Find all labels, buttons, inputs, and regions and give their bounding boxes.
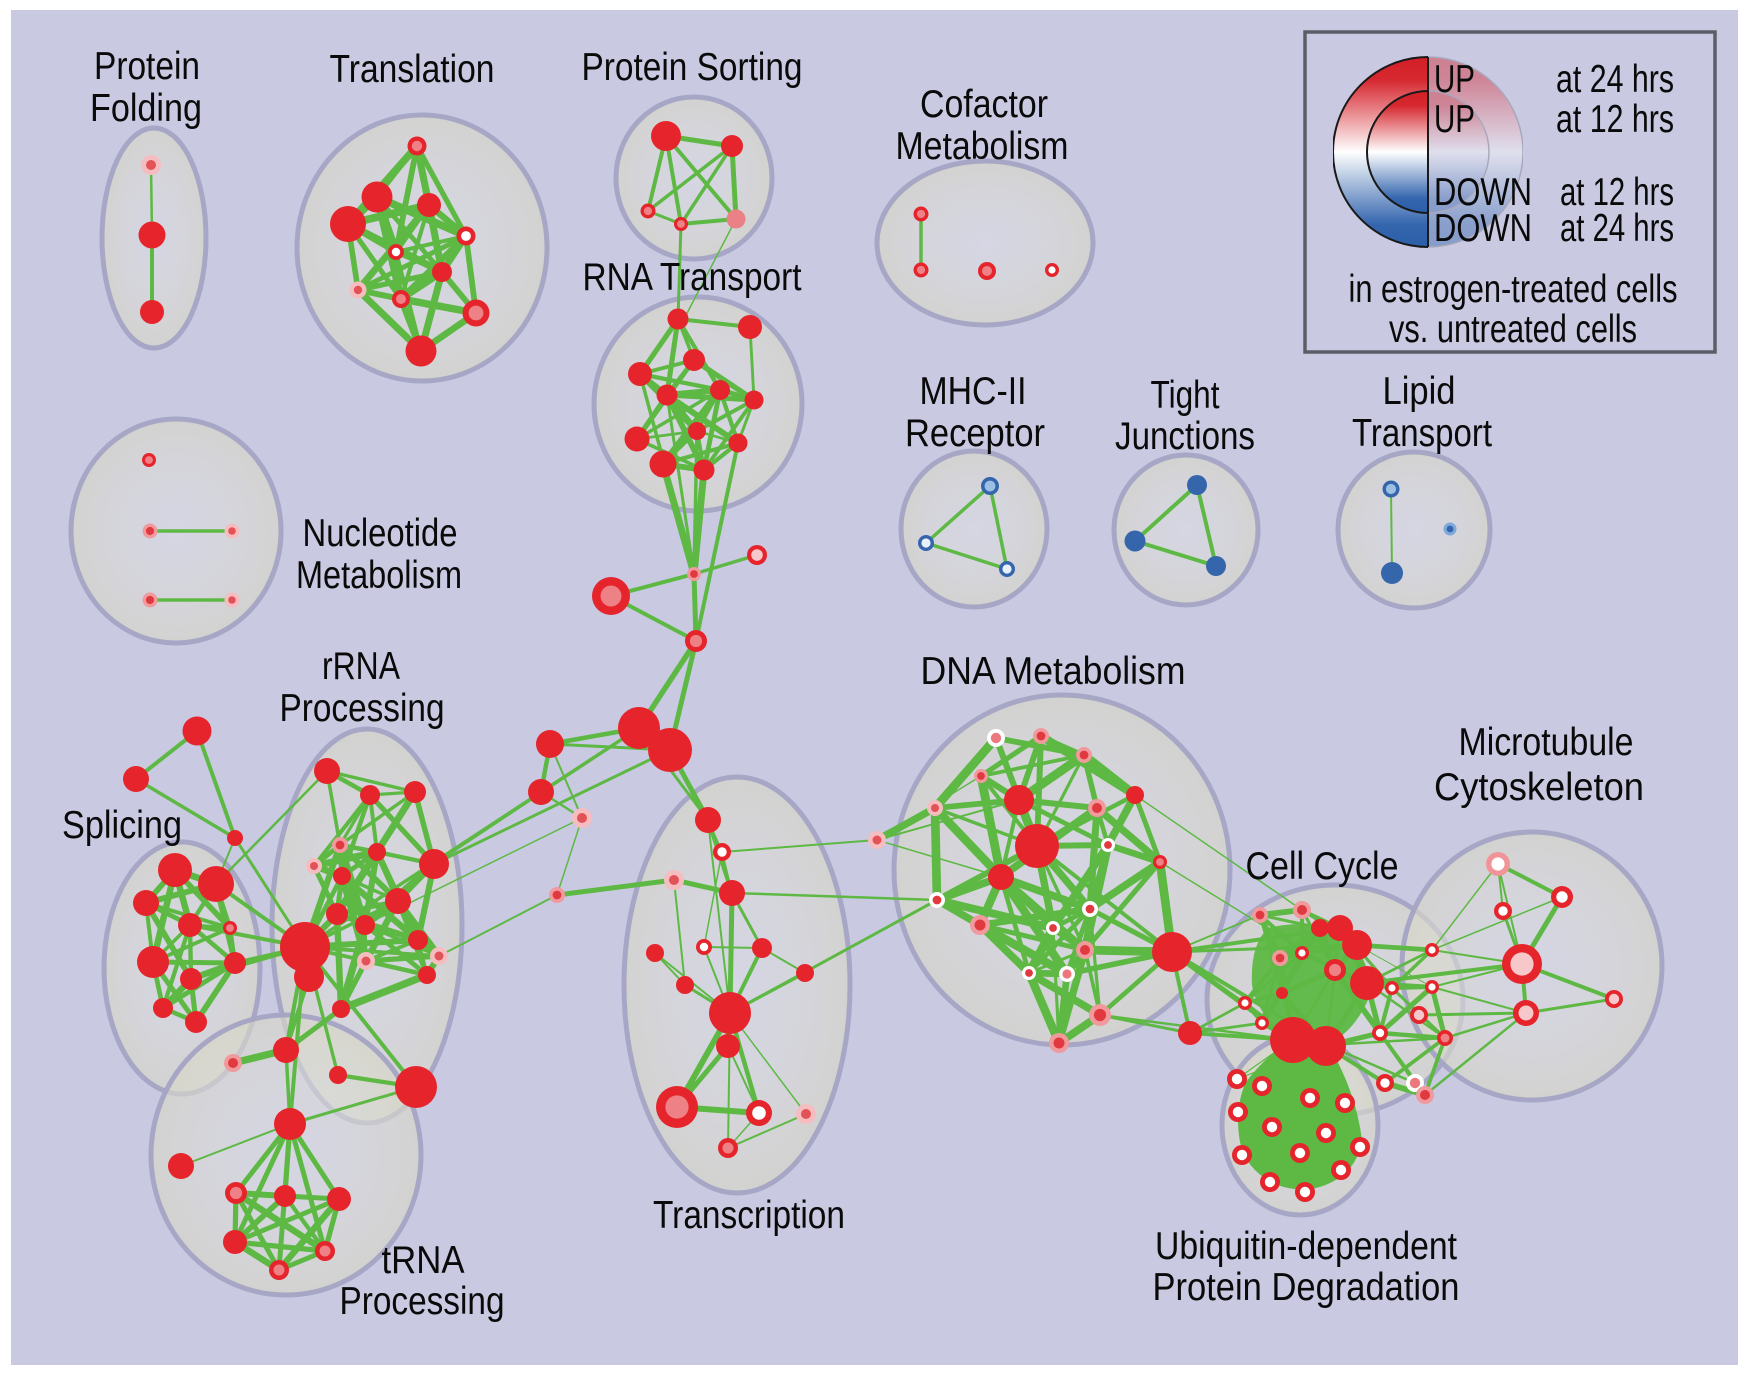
svg-text:Metabolism: Metabolism [296,554,462,597]
svg-text:tRNA: tRNA [382,1239,465,1282]
svg-text:DOWN: DOWN [1434,171,1532,214]
svg-text:Protein: Protein [94,45,200,88]
svg-text:Tight: Tight [1151,374,1220,417]
svg-text:at 12 hrs: at 12 hrs [1556,98,1674,141]
svg-text:DOWN: DOWN [1434,207,1532,250]
svg-text:Transport: Transport [1352,412,1492,455]
svg-text:Receptor: Receptor [905,412,1045,455]
svg-text:UP: UP [1434,98,1475,141]
svg-text:Protein Sorting: Protein Sorting [582,46,803,89]
svg-text:Splicing: Splicing [62,804,182,847]
svg-text:Cytoskeleton: Cytoskeleton [1434,766,1644,809]
svg-text:in estrogen-treated cells: in estrogen-treated cells [1349,268,1678,311]
svg-text:Folding: Folding [90,87,202,130]
svg-text:at 12 hrs: at 12 hrs [1560,171,1674,214]
svg-text:Junctions: Junctions [1115,415,1255,458]
svg-text:Translation: Translation [330,48,495,91]
svg-text:Transcription: Transcription [653,1194,845,1237]
svg-text:Nucleotide: Nucleotide [303,512,458,555]
svg-text:DNA Metabolism: DNA Metabolism [921,650,1186,693]
svg-text:UP: UP [1434,58,1475,101]
svg-text:Processing: Processing [340,1280,505,1323]
svg-text:Processing: Processing [280,687,445,730]
svg-text:at 24 hrs: at 24 hrs [1560,207,1674,250]
svg-text:at 24 hrs: at 24 hrs [1556,58,1674,101]
svg-text:MHC-II: MHC-II [920,370,1027,413]
svg-text:vs. untreated cells: vs. untreated cells [1389,308,1637,351]
svg-text:Cofactor: Cofactor [920,83,1048,126]
svg-text:rRNA: rRNA [322,645,400,688]
svg-text:Cell Cycle: Cell Cycle [1246,845,1399,888]
svg-text:RNA Transport: RNA Transport [583,256,802,299]
svg-text:Protein Degradation: Protein Degradation [1153,1266,1460,1309]
svg-text:Ubiquitin-dependent: Ubiquitin-dependent [1155,1225,1457,1268]
svg-text:Lipid: Lipid [1383,370,1456,413]
svg-text:Microtubule: Microtubule [1459,721,1634,764]
svg-text:Metabolism: Metabolism [896,125,1069,168]
